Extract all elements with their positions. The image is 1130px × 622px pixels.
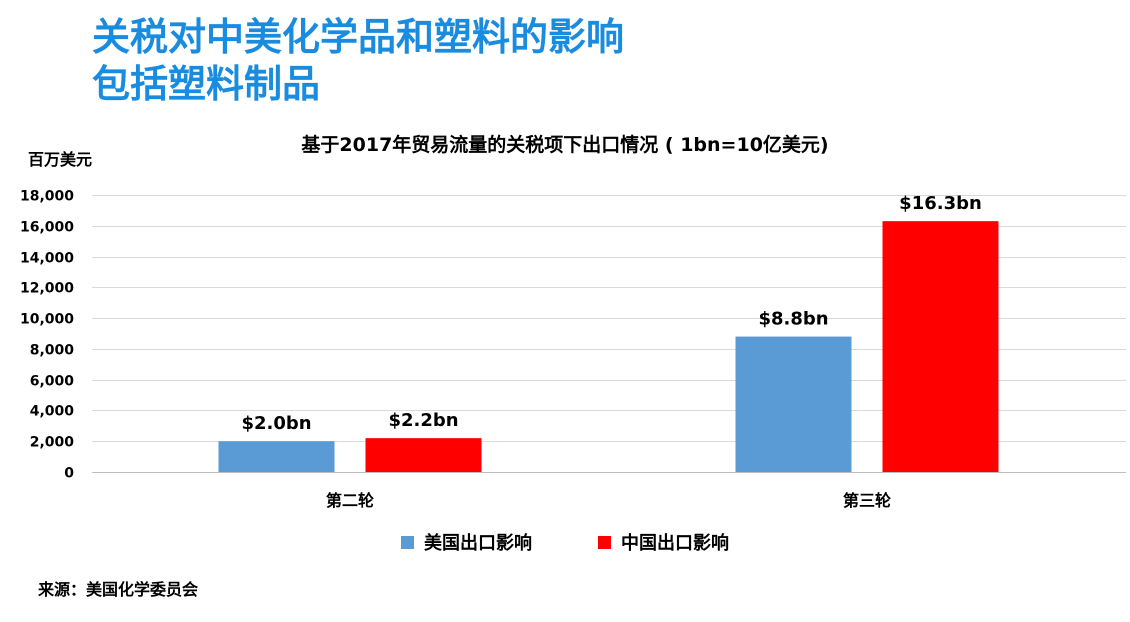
chart-title: 基于2017年贸易流量的关税项下出口情况 ( 1bn=10亿美元) [301,134,829,156]
source-note: 来源：美国化学委员会 [38,580,199,599]
y-tick-label: 16,000 [20,220,74,236]
y-tick-label: 14,000 [20,251,74,267]
x-tick-label: 第二轮 [326,491,374,510]
y-tick-label: 2,000 [30,435,75,451]
legend-swatch-us [401,535,414,549]
y-tick-label: 8,000 [30,343,75,359]
headline: 关税对中美化学品和塑料的影响 包括塑料制品 [92,14,624,108]
y-tick-label: 18,000 [20,189,74,205]
data-label: $2.0bn [241,413,311,434]
bar [365,438,482,472]
legend-item-china[interactable]: 中国出口影响 [598,529,729,555]
legend-item-us[interactable]: 美国出口影响 [401,529,532,555]
data-label: $2.2bn [388,410,458,431]
y-tick-label: 6,000 [30,374,75,390]
y-tick-label: 12,000 [20,281,74,297]
legend: 美国出口影响 中国出口影响 [0,529,1130,555]
bar [735,336,852,472]
y-tick-label: 0 [64,466,74,482]
data-label: $16.3bn [899,193,982,214]
y-tick-label: 10,000 [20,312,74,328]
y-axis-unit-label: 百万美元 [28,150,93,169]
headline-line-1: 关税对中美化学品和塑料的影响 [92,15,625,59]
x-tick-label: 第三轮 [843,491,891,510]
x-axis-ticks: 第二轮 第三轮 [326,491,891,510]
y-axis-ticks: 0 2,000 4,000 6,000 8,000 10,000 12,000 14,000 1… [20,189,74,482]
headline-line-2: 包括塑料制品 [92,62,321,106]
data-labels: $2.0bn $2.2bn $8.8bn $16.3bn [241,193,981,434]
legend-swatch-china [598,535,611,549]
data-label: $8.8bn [758,309,828,330]
bar [218,441,335,472]
y-tick-label: 4,000 [30,404,75,420]
bar [882,221,999,472]
legend-label-us: 美国出口影响 [424,533,532,554]
bars [218,221,999,472]
legend-label-china: 中国出口影响 [621,533,729,554]
